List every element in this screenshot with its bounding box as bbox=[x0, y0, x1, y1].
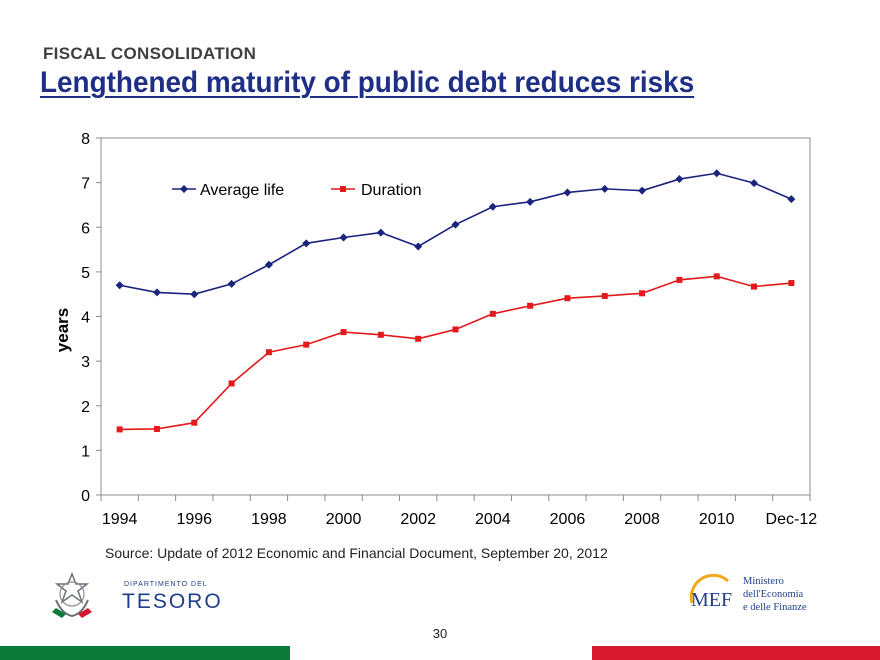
tesoro-logo-big: TESORO bbox=[122, 590, 223, 613]
page-number: 30 bbox=[432, 626, 448, 641]
data-point bbox=[601, 292, 608, 299]
data-point bbox=[376, 228, 385, 237]
legend-label: Average life bbox=[200, 182, 284, 199]
x-tick-label: 2000 bbox=[326, 511, 362, 528]
mef-ministry-name: Ministero dell'Economia e delle Finanze bbox=[743, 575, 807, 614]
data-point bbox=[675, 175, 684, 184]
y-tick-label: 3 bbox=[81, 354, 90, 371]
data-point bbox=[265, 349, 272, 356]
mef-line-3: e delle Finanze bbox=[743, 602, 807, 613]
legend-marker bbox=[340, 186, 346, 192]
legend-item: Average life bbox=[172, 182, 284, 199]
data-point bbox=[676, 276, 683, 283]
data-point bbox=[152, 288, 161, 297]
data-point bbox=[302, 239, 311, 248]
footer-green-bar bbox=[0, 646, 290, 660]
data-point bbox=[452, 326, 459, 333]
line-chart: 0 1 2 3 4 5 6 7 8 years 1994 1996 1998 2000 2002 2004 20… bbox=[53, 131, 817, 528]
mef-logo-icon: MEF bbox=[689, 573, 732, 611]
data-point bbox=[115, 281, 124, 290]
mef-logo: MEF bbox=[688, 573, 744, 622]
tesoro-emblem bbox=[40, 570, 120, 629]
data-point bbox=[638, 186, 647, 195]
x-tick-label: 1994 bbox=[102, 511, 138, 528]
legend-marker bbox=[180, 185, 188, 193]
x-tick-label: 2008 bbox=[624, 511, 660, 528]
data-point bbox=[489, 310, 496, 317]
y-tick-label: 0 bbox=[81, 488, 90, 505]
section-kicker: FISCAL CONSOLIDATION bbox=[43, 44, 257, 63]
data-point bbox=[116, 426, 123, 433]
x-tick-label: 2006 bbox=[550, 511, 586, 528]
data-point bbox=[788, 280, 795, 287]
data-point bbox=[190, 290, 199, 299]
mef-logo-text: MEF bbox=[691, 589, 732, 611]
data-point bbox=[712, 169, 721, 178]
data-point bbox=[228, 380, 235, 387]
data-point bbox=[750, 179, 759, 188]
data-point bbox=[414, 242, 423, 251]
data-point bbox=[563, 188, 572, 197]
data-point bbox=[415, 335, 422, 342]
source-note: Source: Update of 2012 Economic and Fina… bbox=[105, 545, 608, 561]
data-point bbox=[227, 279, 236, 288]
mef-line-2: dell'Economia bbox=[743, 589, 804, 600]
data-point bbox=[639, 290, 646, 297]
data-point bbox=[751, 283, 758, 290]
series-duration bbox=[116, 273, 795, 433]
mef-line-1: Ministero bbox=[743, 576, 784, 587]
data-point bbox=[377, 331, 384, 338]
legend-item: Duration bbox=[331, 182, 421, 199]
page-title: Lengthened maturity of public debt reduc… bbox=[40, 66, 695, 99]
chart-legend: Average life Duration bbox=[172, 182, 421, 199]
tesoro-logo-small: DIPARTIMENTO DEL bbox=[124, 581, 208, 588]
data-point bbox=[564, 295, 571, 302]
x-tick-label: 1996 bbox=[176, 511, 212, 528]
data-point bbox=[488, 202, 497, 211]
data-point bbox=[527, 302, 534, 309]
data-point bbox=[713, 273, 720, 280]
data-point bbox=[787, 195, 796, 204]
republic-emblem-icon bbox=[52, 571, 92, 618]
x-tick-label: 2002 bbox=[400, 511, 436, 528]
data-point bbox=[303, 341, 310, 348]
y-tick-label: 6 bbox=[81, 220, 90, 237]
data-point bbox=[264, 260, 273, 269]
series-average-life bbox=[115, 169, 796, 299]
data-point bbox=[600, 184, 609, 193]
legend-label: Duration bbox=[361, 182, 421, 199]
x-tick-label: 1998 bbox=[251, 511, 287, 528]
data-point bbox=[339, 233, 348, 242]
data-point bbox=[340, 329, 347, 336]
data-point bbox=[153, 425, 160, 432]
y-tick-label: 4 bbox=[81, 310, 90, 327]
data-point bbox=[451, 220, 460, 229]
y-tick-label: 2 bbox=[81, 399, 90, 416]
y-tick-label: 7 bbox=[81, 176, 90, 193]
series-line bbox=[119, 275, 792, 431]
y-tick-label: 5 bbox=[81, 265, 90, 282]
y-tick-label: 1 bbox=[81, 443, 90, 460]
chart-axes: 0 1 2 3 4 5 6 7 8 years 1994 1996 1998 2000 2002 2004 20… bbox=[53, 131, 817, 528]
x-tick-label: 2004 bbox=[475, 511, 511, 528]
x-tick-label: Dec-12 bbox=[766, 511, 818, 528]
footer-red-bar bbox=[592, 646, 880, 660]
x-tick-label: 2010 bbox=[699, 511, 735, 528]
y-tick-label: 8 bbox=[81, 131, 90, 148]
data-point bbox=[526, 197, 535, 206]
data-point bbox=[191, 419, 198, 426]
chart-series bbox=[115, 169, 796, 433]
y-axis-label: years bbox=[53, 308, 72, 352]
